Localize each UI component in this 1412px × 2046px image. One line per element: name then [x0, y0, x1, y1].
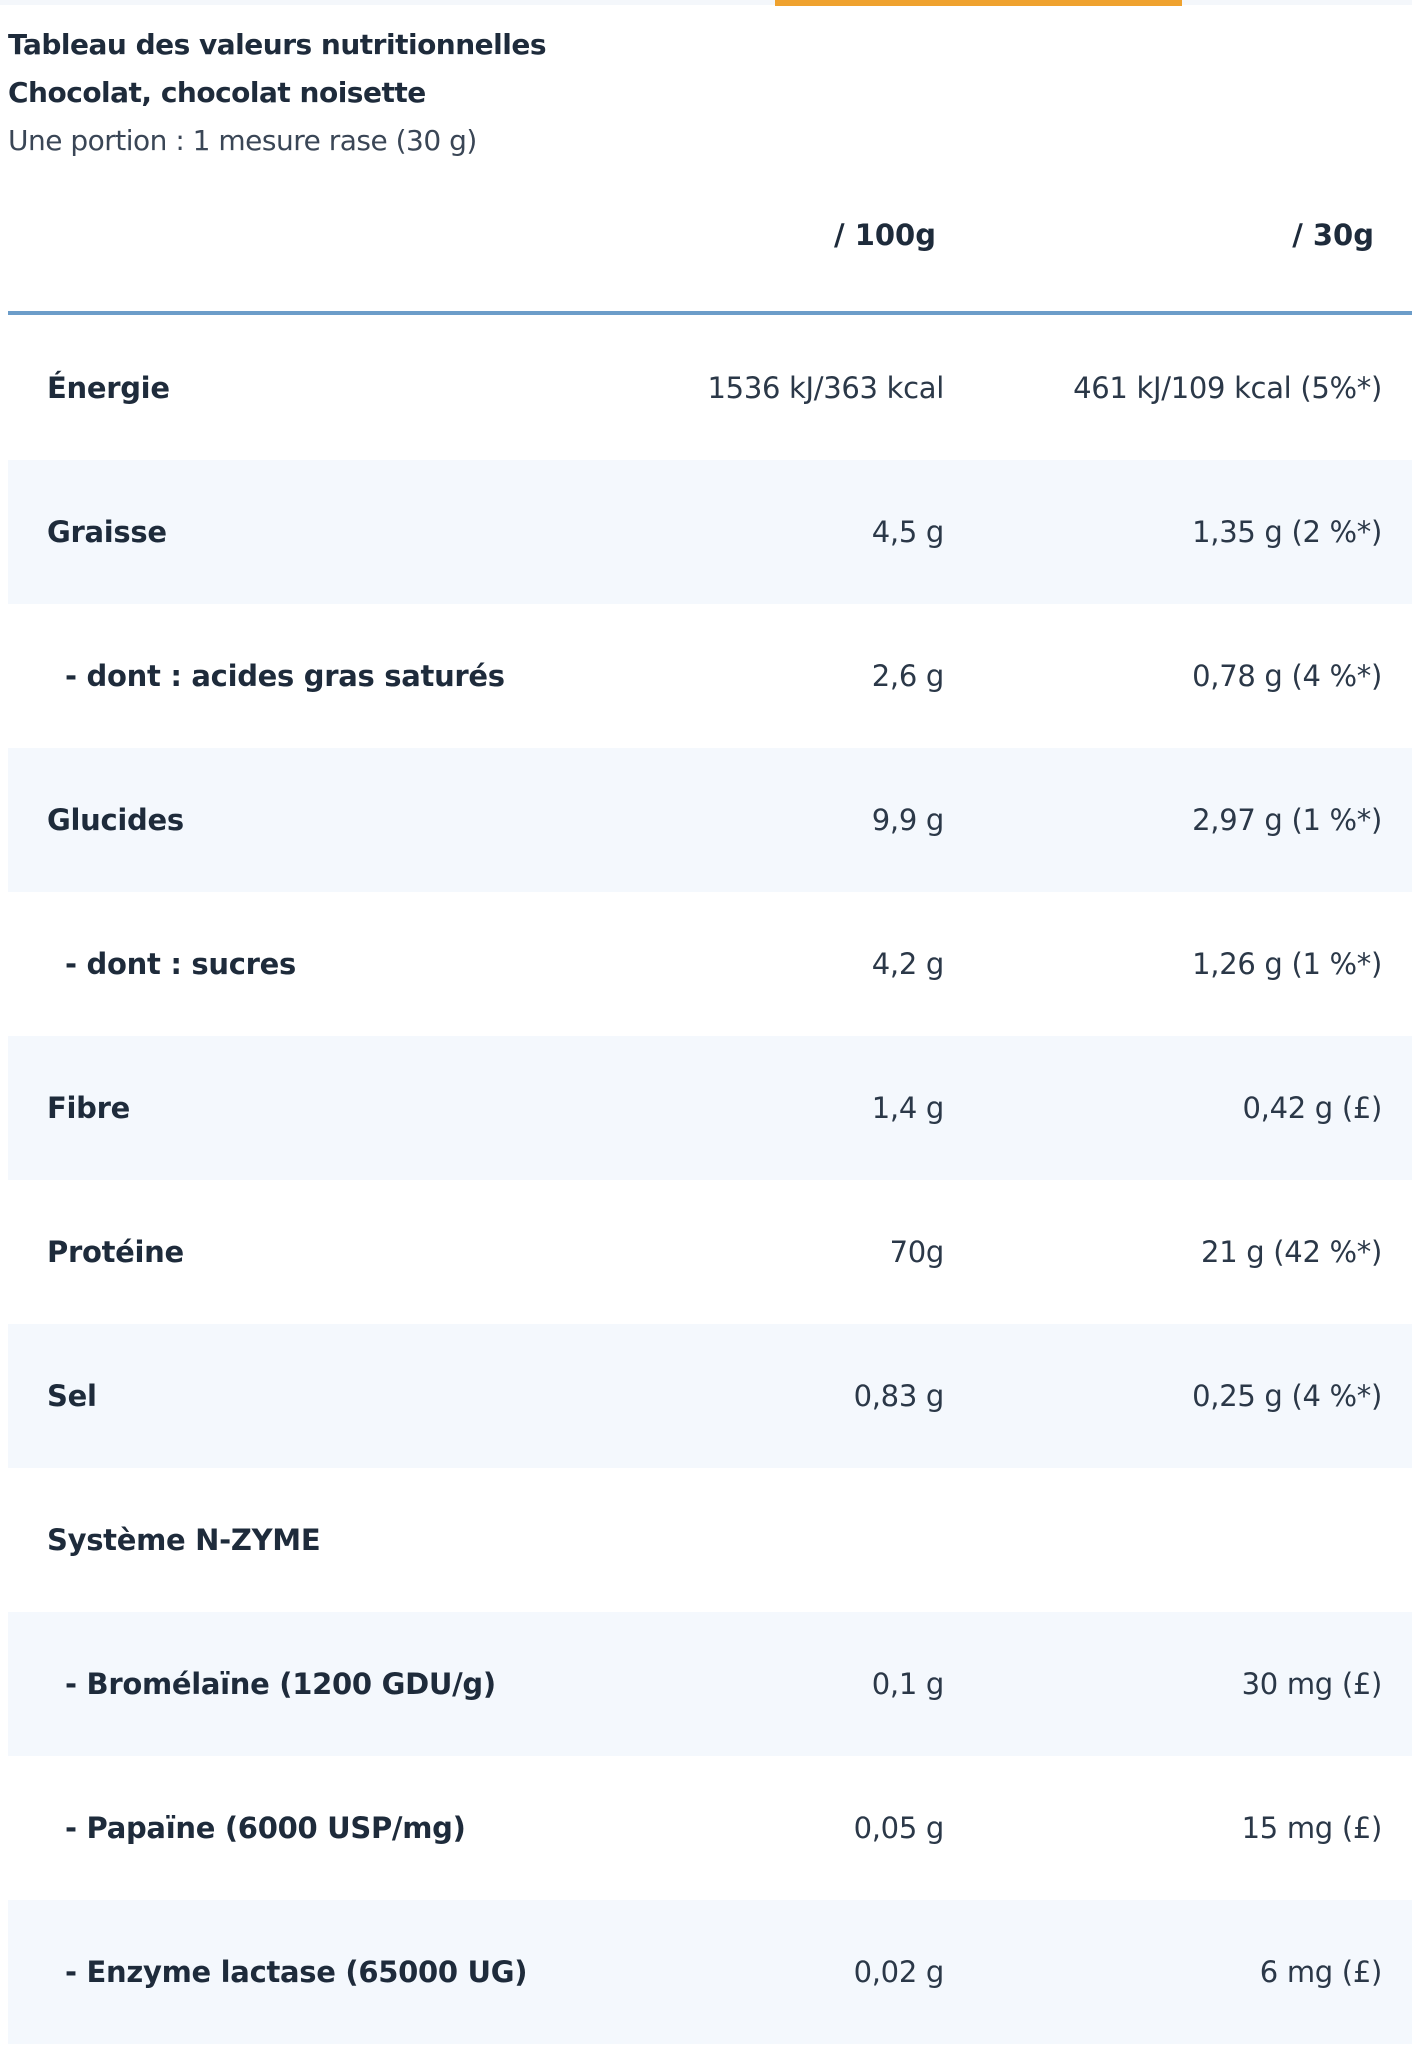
- value-per-100g: 0,83 g: [853, 1379, 945, 1413]
- row-label: Graisse: [47, 515, 167, 549]
- row-label: - Enzyme lactase (65000 UG): [65, 1955, 528, 1989]
- value-per-100g: 1,4 g: [871, 1091, 945, 1125]
- row-label: Sel: [47, 1379, 97, 1413]
- value-per-portion: 1,26 g (1 %*): [1192, 947, 1382, 981]
- table-row: Système N-ZYME: [8, 1468, 1412, 1612]
- table-row: - Enzyme lactase (65000 UG) 0,02 g 6 mg (£…: [8, 1900, 1412, 2044]
- header-divider: [8, 311, 1412, 315]
- value-per-portion: 30 mg (£): [1241, 1667, 1383, 1701]
- row-label: Système N-ZYME: [47, 1523, 321, 1557]
- value-per-100g: 1536 kJ/363 kcal: [707, 371, 945, 405]
- value-per-portion: 2,97 g (1 %*): [1192, 803, 1382, 837]
- row-label: - Papaïne (6000 USP/mg): [65, 1811, 466, 1845]
- value-per-portion: 461 kJ/109 kcal (5%*): [1073, 371, 1382, 405]
- table-row: - Papaïne (6000 USP/mg) 0,05 g 15 mg (£): [8, 1756, 1412, 1900]
- product-flavor: Chocolat, chocolat noisette: [8, 76, 426, 109]
- column-header-per-100g: / 100g: [834, 218, 936, 252]
- portion-info: Une portion : 1 mesure rase (30 g): [8, 124, 477, 157]
- row-label: - dont : sucres: [65, 947, 296, 981]
- value-per-100g: 2,6 g: [871, 659, 945, 693]
- value-per-100g: 70g: [889, 1235, 945, 1269]
- table-row: Fibre 1,4 g 0,42 g (£): [8, 1036, 1412, 1180]
- table-row: Sel 0,83 g 0,25 g (4 %*): [8, 1324, 1412, 1468]
- value-per-portion: 0,78 g (4 %*): [1192, 659, 1382, 693]
- table-row: Glucides 9,9 g 2,97 g (1 %*): [8, 748, 1412, 892]
- row-label: Glucides: [47, 803, 184, 837]
- value-per-100g: 0,02 g: [853, 1955, 945, 1989]
- row-label: - Bromélaïne (1200 GDU/g): [65, 1667, 496, 1701]
- value-per-100g: 9,9 g: [871, 803, 945, 837]
- row-label: Fibre: [47, 1091, 130, 1125]
- value-per-portion: 0,25 g (4 %*): [1192, 1379, 1382, 1413]
- value-per-100g: 4,5 g: [871, 515, 945, 549]
- nutrition-table: Énergie 1536 kJ/363 kcal 461 kJ/109 kcal (…: [8, 316, 1412, 2044]
- value-per-portion: 15 mg (£): [1241, 1811, 1383, 1845]
- top-border: [0, 0, 1412, 5]
- row-label: - dont : acides gras saturés: [65, 659, 505, 693]
- value-per-100g: 0,1 g: [871, 1667, 945, 1701]
- value-per-portion: 0,42 g (£): [1242, 1091, 1383, 1125]
- row-label: Protéine: [47, 1235, 184, 1269]
- value-per-100g: 0,05 g: [853, 1811, 945, 1845]
- table-row: Énergie 1536 kJ/363 kcal 461 kJ/109 kcal (…: [8, 316, 1412, 460]
- table-row: - Bromélaïne (1200 GDU/g) 0,1 g 30 mg (£): [8, 1612, 1412, 1756]
- column-header-per-portion: / 30g: [1292, 218, 1374, 252]
- value-per-100g: 4,2 g: [871, 947, 945, 981]
- table-row: - dont : acides gras saturés 2,6 g 0,78 g …: [8, 604, 1412, 748]
- active-tab-indicator: [775, 0, 1182, 6]
- row-label: Énergie: [47, 371, 170, 405]
- value-per-portion: 21 g (42 %*): [1201, 1235, 1382, 1269]
- table-row: Graisse 4,5 g 1,35 g (2 %*): [8, 460, 1412, 604]
- table-title: Tableau des valeurs nutritionnelles: [8, 28, 547, 61]
- value-per-portion: 1,35 g (2 %*): [1192, 515, 1382, 549]
- value-per-portion: 6 mg (£): [1259, 1955, 1383, 1989]
- table-row: Protéine 70g 21 g (42 %*): [8, 1180, 1412, 1324]
- table-row: - dont : sucres 4,2 g 1,26 g (1 %*): [8, 892, 1412, 1036]
